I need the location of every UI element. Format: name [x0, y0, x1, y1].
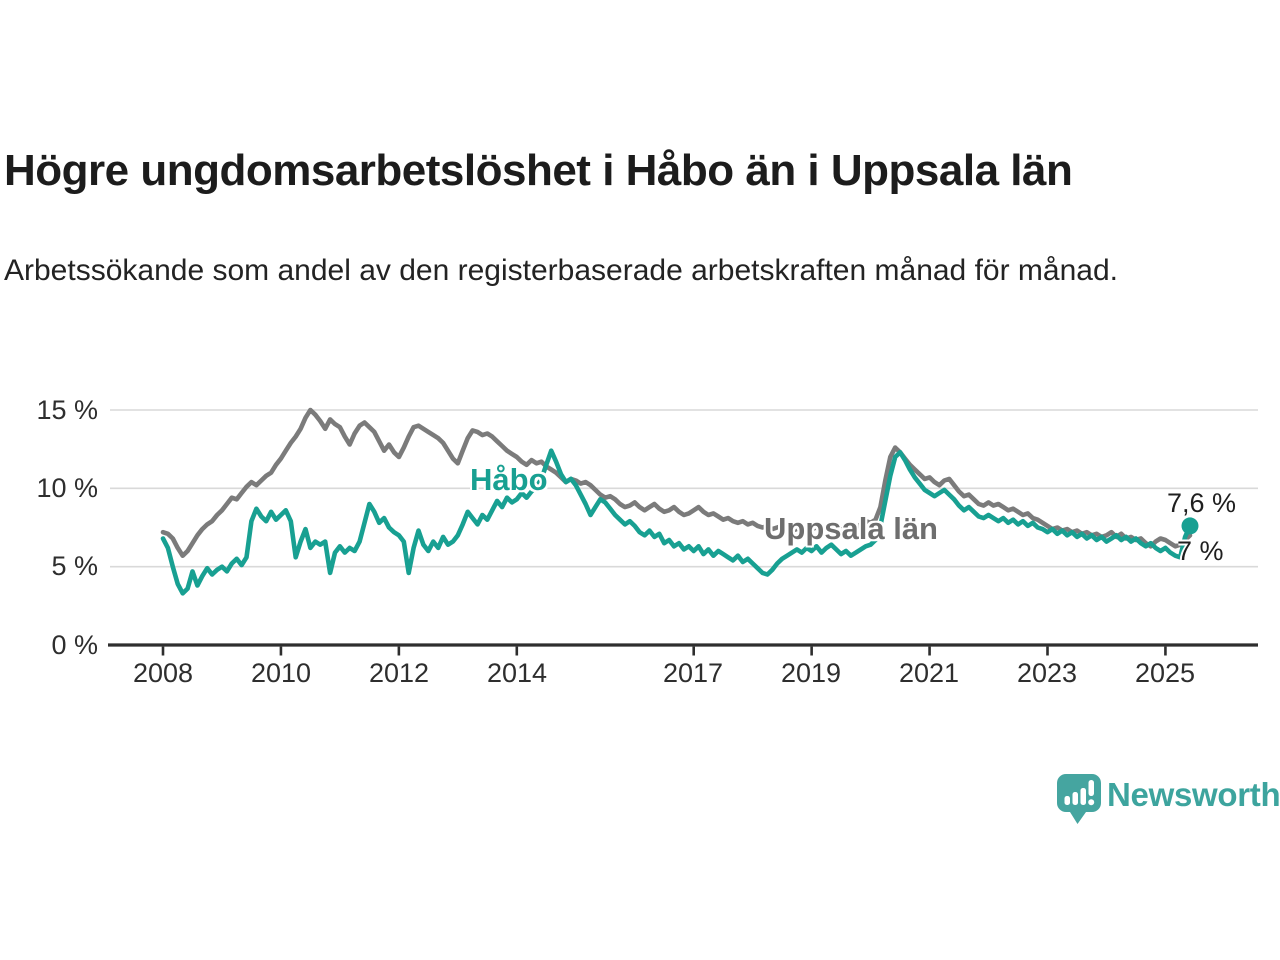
x-tick-2019: 2019 — [780, 658, 842, 688]
chart-subtitle: Arbetssökande som andel av den registerb… — [4, 254, 1118, 287]
x-tick-2008: 2008 — [132, 658, 194, 688]
x-tick-2012: 2012 — [368, 658, 430, 688]
y-tick-0: 0 % — [51, 630, 98, 660]
x-tick-2014: 2014 — [486, 658, 548, 688]
y-tick-5: 5 % — [51, 551, 98, 581]
series-label-habo: Håbo — [470, 462, 548, 497]
x-tick-2017: 2017 — [662, 658, 724, 688]
x-tick-2021: 2021 — [898, 658, 960, 688]
y-tick-10: 10 % — [36, 473, 98, 503]
newsworthy-wordmark: Newsworthy — [1107, 776, 1280, 813]
end-value-label-habo: 7,6 % — [1167, 488, 1237, 518]
logo-bubble — [1057, 774, 1101, 824]
chart-title: Högre ungdomsarbetslöshet i Håbo än i Up… — [4, 146, 1073, 195]
x-tick-2025: 2025 — [1134, 658, 1196, 688]
end-value-label-uppsala: 7 % — [1177, 536, 1224, 566]
y-tick-15: 15 % — [36, 395, 98, 425]
x-tick-2010: 2010 — [250, 658, 312, 688]
series-label-uppsala: Uppsala län — [764, 511, 938, 546]
x-tick-2023: 2023 — [1016, 658, 1078, 688]
